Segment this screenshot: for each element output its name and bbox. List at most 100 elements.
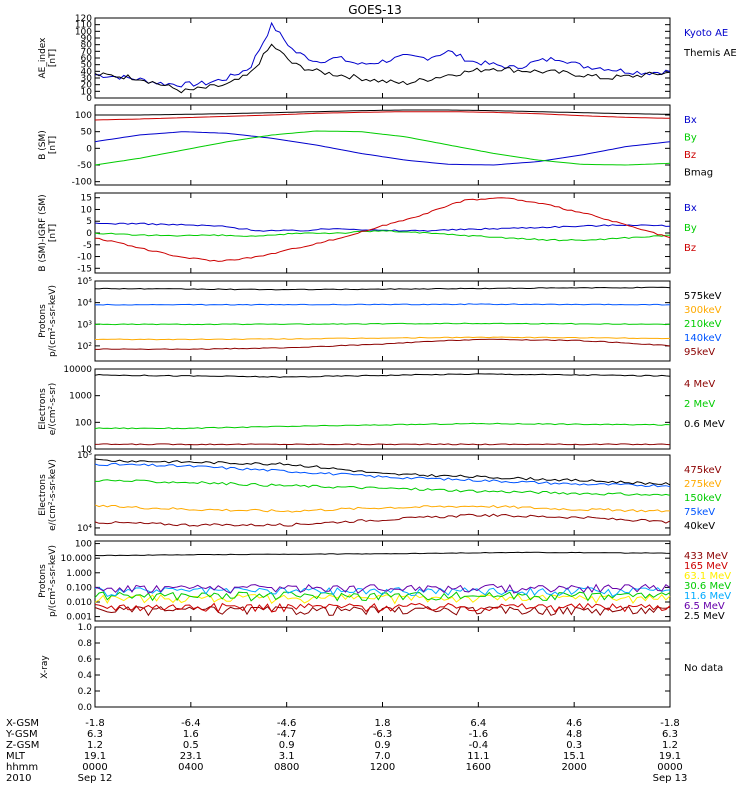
y-tick-label: 100 xyxy=(75,418,92,428)
axis-table-cell: 1.6 xyxy=(183,729,199,740)
series-line-2 xyxy=(94,43,671,94)
legend-entry: 433 MeV xyxy=(684,551,728,562)
series-line-3 xyxy=(94,593,671,605)
y-axis-label-line: B (SM)-IGRF (SM) xyxy=(38,194,48,271)
y-tick-label: 40 xyxy=(81,67,93,77)
y-tick-label: 0.4 xyxy=(78,671,93,681)
axis-table-cell: -1.8 xyxy=(85,718,105,729)
y-tick-label: 0.8 xyxy=(78,639,93,649)
legend-entry: 300keV xyxy=(684,305,722,316)
y-axis-label-line: [nT] xyxy=(48,224,58,242)
series-line-1 xyxy=(95,21,671,88)
y-axis-label: X-ray xyxy=(40,655,50,679)
axis-table-cell: 7.0 xyxy=(375,751,391,762)
axis-table-cell: 1.8 xyxy=(375,718,391,729)
axis-table-cell: 0000 xyxy=(657,762,682,773)
panel-frame xyxy=(94,17,671,99)
series-line-3 xyxy=(94,197,671,262)
y-tick-label: -10 xyxy=(77,253,92,263)
series-line-1 xyxy=(94,286,671,291)
y-axis-label: AE_index[nT] xyxy=(38,37,58,79)
y-axis-label: Protonsp/(cm²-s-sr-keV) xyxy=(38,285,58,357)
y-tick-label: 1000 xyxy=(69,392,92,402)
legend-entry: 210keV xyxy=(684,319,722,330)
axis-table-cell: Sep 13 xyxy=(653,773,688,784)
axis-table-cell: 3.1 xyxy=(279,751,295,762)
series-line-5 xyxy=(95,338,671,351)
panel-frame xyxy=(94,192,671,274)
y-tick-label: 0.010 xyxy=(66,598,92,608)
axis-table-cell: 11.1 xyxy=(467,751,489,762)
legend-entry: Bmag xyxy=(684,168,713,179)
y-axis-label-line: Electrons xyxy=(38,474,48,516)
y-tick-label: 10 xyxy=(81,205,93,215)
series-line-2 xyxy=(94,504,670,513)
series-line-2 xyxy=(94,130,671,166)
y-tick-label: 100 xyxy=(75,111,92,121)
series-line-1 xyxy=(94,443,671,446)
chart-title: GOES-13 xyxy=(348,3,402,17)
y-tick-label: 10⁵ xyxy=(77,451,92,461)
axis-table-row-label: Y-GSM xyxy=(5,729,38,740)
axis-table-cell: Sep 12 xyxy=(78,773,113,784)
series-line-3 xyxy=(94,111,671,121)
series-line-3 xyxy=(94,373,671,378)
legend-entry: 150keV xyxy=(684,493,722,504)
series-line-5 xyxy=(94,458,671,486)
axis-table-cell: 0400 xyxy=(178,762,203,773)
axis-table-cell: 4.6 xyxy=(566,718,582,729)
y-tick-label: 1.0 xyxy=(78,623,93,633)
axis-table-cell: -1.6 xyxy=(469,729,489,740)
legend-entry: 11.6 MeV xyxy=(684,591,731,602)
axis-table-cell: -0.4 xyxy=(469,740,489,751)
y-tick-label: 20 xyxy=(81,81,93,91)
series-line-1 xyxy=(94,605,671,617)
y-axis-label-line: Protons xyxy=(38,304,48,338)
axis-table-cell: -6.4 xyxy=(181,718,201,729)
y-tick-label: 10² xyxy=(77,342,92,352)
axis-table-cell: 0.9 xyxy=(375,740,391,751)
axis-table-cell: 1.2 xyxy=(662,740,678,751)
y-tick-label: 10000 xyxy=(63,365,92,375)
legend-entry: Themis AE xyxy=(683,48,737,59)
legend-entry: Bx xyxy=(684,115,697,126)
legend-entry: 63.1 MeV xyxy=(684,571,731,582)
panel-frame xyxy=(94,454,671,536)
legend-entry: 475keV xyxy=(684,465,722,476)
panel-7: 0.001 0.010 0.100 1.000 10.000 100 Protonsp/(c… xyxy=(38,540,731,623)
y-axis-label-line: Electrons xyxy=(38,388,48,430)
series-line-4 xyxy=(94,462,671,488)
series-line-4 xyxy=(95,109,670,116)
y-tick-label: 30 xyxy=(81,74,93,84)
series-line-5 xyxy=(94,587,671,598)
y-tick-label: 0.001 xyxy=(66,613,92,623)
axis-table-cell: 1600 xyxy=(466,762,491,773)
series-line-6 xyxy=(94,583,671,594)
y-tick-label: 110 xyxy=(75,21,92,31)
legend-entry: 575keV xyxy=(684,291,722,302)
axis-table-cell: 23.1 xyxy=(180,751,202,762)
axis-table-cell: 2000 xyxy=(561,762,586,773)
y-axis-label-line: p/(cm²-s-sr-keV) xyxy=(48,545,58,617)
y-tick-label: 10⁴ xyxy=(77,524,92,534)
y-axis-label: Electronse/(cm²-s-sr) xyxy=(38,383,58,436)
axis-table-cell: 19.1 xyxy=(84,751,106,762)
legend-entry: 30.6 MeV xyxy=(684,581,731,592)
panel-6: 10⁴ 10⁵ Electronse/(cm²-s-sr-keV) 475keV 275… xyxy=(38,451,722,536)
axis-table-cell: 1200 xyxy=(370,762,395,773)
y-tick-label: 90 xyxy=(81,34,93,44)
legend-entry: 2.5 MeV xyxy=(684,611,725,622)
series-line-3 xyxy=(94,322,671,326)
panel-frame xyxy=(94,626,671,708)
series-line-2 xyxy=(94,229,670,242)
legend-entry: 75keV xyxy=(684,507,715,518)
series-line-2 xyxy=(94,422,671,430)
axis-table-cell: 15.1 xyxy=(563,751,585,762)
legend-entry: Bz xyxy=(684,150,696,161)
orbit-axis-table: X-GSMY-GSMZ-GSMMLThhmm2010-1.86.31.219.1… xyxy=(5,718,687,784)
y-axis-label: B (SM)-IGRF (SM)[nT] xyxy=(38,194,58,271)
legend-entry: 140keV xyxy=(684,333,722,344)
